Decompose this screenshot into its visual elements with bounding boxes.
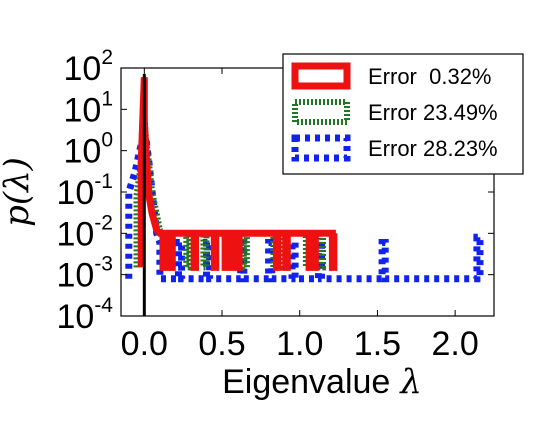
legend-swatch-2 — [292, 99, 350, 125]
x-tick-label: 1.0 — [276, 325, 323, 363]
y-tick-label: 101 — [63, 87, 113, 129]
y-axis-label: p(λ) — [0, 157, 37, 227]
y-tick-label: 10-2 — [56, 211, 113, 253]
y-tick-label: 102 — [63, 46, 113, 88]
x-tick-label: 0.5 — [198, 325, 245, 363]
legend-box — [282, 53, 524, 175]
legend-swatch-3 — [291, 134, 351, 162]
series-line-1 — [137, 77, 338, 271]
legend-label-1: Error 0.32% — [368, 64, 492, 89]
x-axis-label: Eigenvalue λ — [222, 362, 422, 402]
x-tick-label: 0.0 — [121, 325, 168, 363]
legend: Error 0.32% Error 23.49% Error 28.23% — [282, 53, 524, 175]
x-tick-label: 2.0 — [432, 325, 479, 363]
series-layer — [125, 77, 484, 283]
series-line-2 — [133, 113, 326, 271]
y-tick-label: 10-4 — [56, 294, 113, 336]
y-tick-label: 100 — [63, 129, 113, 171]
legend-label-3: Error 28.23% — [368, 136, 498, 161]
y-tick-label: 10-1 — [56, 170, 113, 212]
legend-label-2: Error 23.49% — [368, 100, 498, 125]
x-tick-label: 1.5 — [354, 325, 401, 363]
legend-swatch-1 — [291, 62, 351, 90]
y-tick-label: 10-3 — [56, 253, 113, 295]
